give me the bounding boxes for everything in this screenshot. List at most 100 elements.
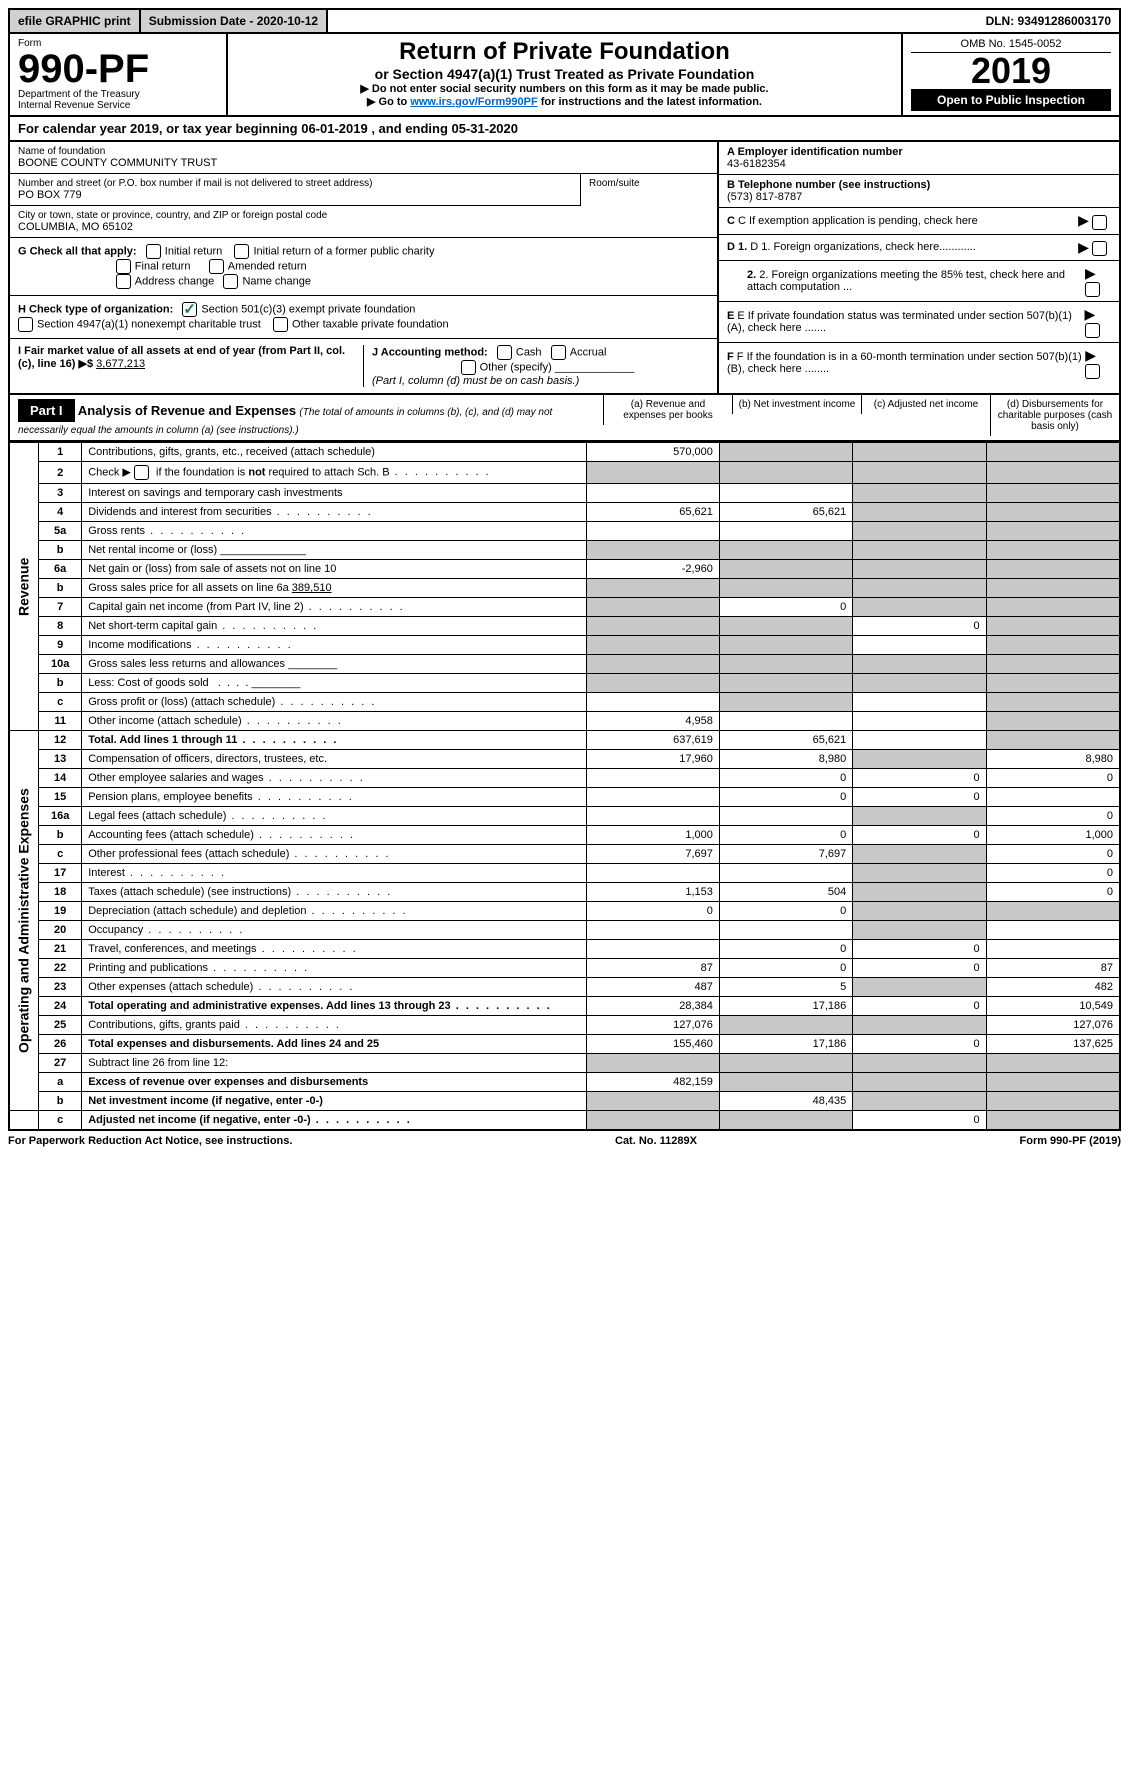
line-6b: bGross sales price for all assets on lin… xyxy=(9,579,1120,598)
line-6a: 6aNet gain or (loss) from sale of assets… xyxy=(9,560,1120,579)
checkbox-final-return[interactable] xyxy=(116,259,131,274)
col-d-header: (d) Disbursements for charitable purpose… xyxy=(990,395,1119,436)
footer-right: Form 990-PF (2019) xyxy=(1020,1135,1121,1147)
section-h: H Check type of organization: Section 50… xyxy=(10,296,717,339)
item-c: C C If exemption application is pending,… xyxy=(719,208,1119,235)
line-23: 23Other expenses (attach schedule)487548… xyxy=(9,978,1120,997)
irs-label: Internal Revenue Service xyxy=(18,100,218,111)
item-d1: D 1. D 1. Foreign organizations, check h… xyxy=(719,235,1119,262)
checkbox-f[interactable] xyxy=(1085,364,1100,379)
line-5a: 5aGross rents xyxy=(9,522,1120,541)
checkbox-d2[interactable] xyxy=(1085,282,1100,297)
form-header: Form 990-PF Department of the Treasury I… xyxy=(8,34,1121,117)
form-subtitle: or Section 4947(a)(1) Trust Treated as P… xyxy=(236,66,893,82)
line-7: 7Capital gain net income (from Part IV, … xyxy=(9,598,1120,617)
form-year-block: OMB No. 1545-0052 2019 Open to Public In… xyxy=(903,34,1119,115)
efile-print-button[interactable]: efile GRAPHIC print xyxy=(10,10,141,32)
line-5b: bNet rental income or (loss) ___________… xyxy=(9,541,1120,560)
line-15: 15Pension plans, employee benefits00 xyxy=(9,788,1120,807)
item-e: E E If private foundation status was ter… xyxy=(719,302,1119,343)
checkbox-4947[interactable] xyxy=(18,317,33,332)
line-17: 17Interest0 xyxy=(9,864,1120,883)
col-a-header: (a) Revenue and expenses per books xyxy=(603,395,732,425)
line-16c: cOther professional fees (attach schedul… xyxy=(9,845,1120,864)
section-ij: I Fair market value of all assets at end… xyxy=(10,339,717,393)
dept-label: Department of the Treasury xyxy=(18,89,218,100)
checkbox-e[interactable] xyxy=(1085,323,1100,338)
line-8: 8Net short-term capital gain0 xyxy=(9,617,1120,636)
top-bar: efile GRAPHIC print Submission Date - 20… xyxy=(8,8,1121,34)
phone-cell: B Telephone number (see instructions) (5… xyxy=(719,175,1119,208)
footer-center: Cat. No. 11289X xyxy=(615,1135,697,1147)
submission-date: Submission Date - 2020-10-12 xyxy=(141,10,328,32)
checkbox-cash[interactable] xyxy=(497,345,512,360)
checkbox-name-change[interactable] xyxy=(223,274,238,289)
checkbox-501c3[interactable] xyxy=(182,302,197,317)
line-26: 26Total expenses and disbursements. Add … xyxy=(9,1035,1120,1054)
line-18: 18Taxes (attach schedule) (see instructi… xyxy=(9,883,1120,902)
form-note-1: ▶ Do not enter social security numbers o… xyxy=(236,82,893,95)
fmv-value: 3,677,213 xyxy=(96,358,145,370)
checkbox-c[interactable] xyxy=(1092,215,1107,230)
form-note-2: ▶ Go to www.irs.gov/Form990PF for instru… xyxy=(236,95,893,108)
form-title-block: Return of Private Foundation or Section … xyxy=(228,34,903,115)
line-27b: bNet investment income (if negative, ent… xyxy=(9,1092,1120,1111)
checkbox-initial-return[interactable] xyxy=(146,244,161,259)
part1-label: Part I xyxy=(18,399,75,422)
checkbox-initial-former[interactable] xyxy=(234,244,249,259)
line-14: 14Other employee salaries and wages000 xyxy=(9,769,1120,788)
checkbox-other-taxable[interactable] xyxy=(273,317,288,332)
line-16a: 16aLegal fees (attach schedule)0 xyxy=(9,807,1120,826)
col-c-header: (c) Adjusted net income xyxy=(861,395,990,414)
line-22: 22Printing and publications870087 xyxy=(9,959,1120,978)
checkbox-sch-b[interactable] xyxy=(134,465,149,480)
line-10c: cGross profit or (loss) (attach schedule… xyxy=(9,693,1120,712)
line-4: 4Dividends and interest from securities6… xyxy=(9,503,1120,522)
open-public-badge: Open to Public Inspection xyxy=(911,89,1111,111)
line-13: 13Compensation of officers, directors, t… xyxy=(9,750,1120,769)
part1-table: Revenue 1 Contributions, gifts, grants, … xyxy=(8,442,1121,1131)
line-19: 19Depreciation (attach schedule) and dep… xyxy=(9,902,1120,921)
address-cell: Number and street (or P.O. box number if… xyxy=(10,174,580,206)
room-cell: Room/suite xyxy=(580,174,717,206)
line-27c: cAdjusted net income (if negative, enter… xyxy=(9,1111,1120,1131)
checkbox-d1[interactable] xyxy=(1092,241,1107,256)
line-10a: 10aGross sales less returns and allowanc… xyxy=(9,655,1120,674)
revenue-side-label: Revenue xyxy=(9,443,39,731)
part1-title: Analysis of Revenue and Expenses xyxy=(78,403,296,418)
line-16b: bAccounting fees (attach schedule)1,0000… xyxy=(9,826,1120,845)
line-25: 25Contributions, gifts, grants paid127,0… xyxy=(9,1016,1120,1035)
checkbox-address-change[interactable] xyxy=(116,274,131,289)
item-d2: 2. 2. Foreign organizations meeting the … xyxy=(719,261,1119,302)
tax-year: 2019 xyxy=(911,53,1111,89)
part1-header-row: Part I Analysis of Revenue and Expenses … xyxy=(8,395,1121,442)
form-title: Return of Private Foundation xyxy=(236,38,893,66)
line-1: Revenue 1 Contributions, gifts, grants, … xyxy=(9,443,1120,462)
irs-link[interactable]: www.irs.gov/Form990PF xyxy=(410,96,537,108)
line-27a: aExcess of revenue over expenses and dis… xyxy=(9,1073,1120,1092)
page-footer: For Paperwork Reduction Act Notice, see … xyxy=(8,1131,1121,1151)
line-10b: bLess: Cost of goods sold . . . . ______… xyxy=(9,674,1120,693)
footer-left: For Paperwork Reduction Act Notice, see … xyxy=(8,1135,292,1147)
col-b-header: (b) Net investment income xyxy=(732,395,861,414)
section-g: G Check all that apply: Initial return I… xyxy=(10,238,717,296)
line-20: 20Occupancy xyxy=(9,921,1120,940)
item-f: F F If the foundation is in a 60-month t… xyxy=(719,343,1119,383)
line-21: 21Travel, conferences, and meetings00 xyxy=(9,940,1120,959)
line-9: 9Income modifications xyxy=(9,636,1120,655)
form-identity: Form 990-PF Department of the Treasury I… xyxy=(10,34,228,115)
line-24: 24Total operating and administrative exp… xyxy=(9,997,1120,1016)
checkbox-accrual[interactable] xyxy=(551,345,566,360)
expenses-side-label: Operating and Administrative Expenses xyxy=(9,731,39,1111)
city-cell: City or town, state or province, country… xyxy=(10,206,717,238)
ein-cell: A Employer identification number 43-6182… xyxy=(719,142,1119,175)
form-number: 990-PF xyxy=(18,49,218,89)
line-11: 11Other income (attach schedule)4,958 xyxy=(9,712,1120,731)
checkbox-amended[interactable] xyxy=(209,259,224,274)
calendar-year-row: For calendar year 2019, or tax year begi… xyxy=(8,117,1121,142)
line-12: Operating and Administrative Expenses 12… xyxy=(9,731,1120,750)
dln: DLN: 93491286003170 xyxy=(978,10,1119,32)
checkbox-other-method[interactable] xyxy=(461,360,476,375)
line-27: 27Subtract line 26 from line 12: xyxy=(9,1054,1120,1073)
foundation-info: Name of foundation BOONE COUNTY COMMUNIT… xyxy=(8,142,1121,395)
